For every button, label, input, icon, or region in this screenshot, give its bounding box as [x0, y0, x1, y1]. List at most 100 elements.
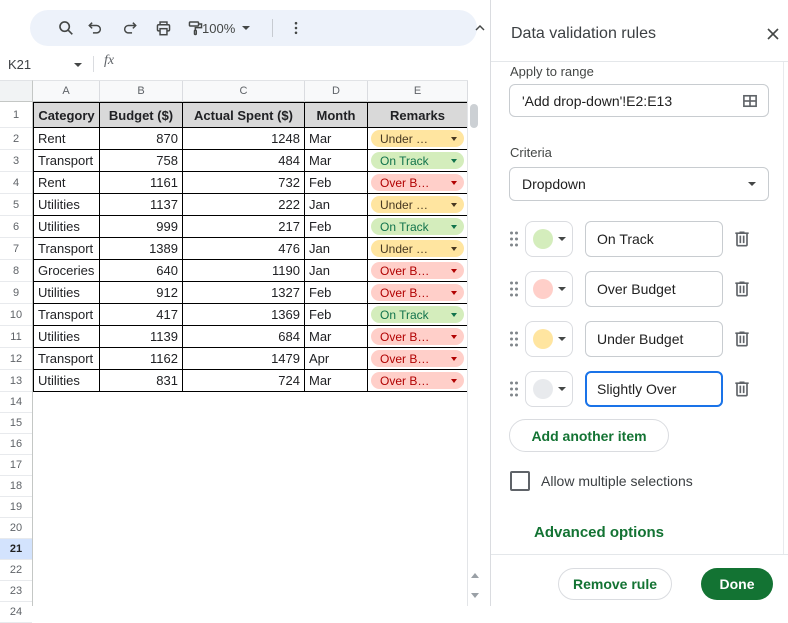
cell-actual-spent[interactable]: 684	[183, 326, 305, 348]
row-header-14[interactable]: 14	[0, 392, 32, 413]
cell-budget[interactable]: 1139	[100, 326, 183, 348]
cell-month[interactable]: Mar	[305, 150, 368, 172]
row-header-2[interactable]: 2	[0, 128, 32, 150]
item-color-picker[interactable]	[525, 321, 573, 357]
header-cell[interactable]: Budget ($)	[100, 102, 183, 128]
collapse-toolbar-icon[interactable]	[470, 18, 490, 38]
column-header-B[interactable]: B	[100, 81, 183, 102]
cell-remarks[interactable]: Over B…	[368, 326, 468, 348]
close-icon[interactable]	[763, 24, 783, 44]
remove-rule-button[interactable]: Remove rule	[558, 568, 672, 600]
cell-actual-spent[interactable]: 1479	[183, 348, 305, 370]
cell-actual-spent[interactable]: 484	[183, 150, 305, 172]
cell-actual-spent[interactable]: 217	[183, 216, 305, 238]
delete-item-icon[interactable]	[732, 279, 752, 299]
cell-month[interactable]: Jan	[305, 260, 368, 282]
header-cell[interactable]: Remarks	[368, 102, 468, 128]
row-header-7[interactable]: 7	[0, 238, 32, 260]
header-cell[interactable]: Actual Spent ($)	[183, 102, 305, 128]
add-another-item-button[interactable]: Add another item	[509, 419, 669, 452]
row-header-6[interactable]: 6	[0, 216, 32, 238]
cell-budget[interactable]: 1161	[100, 172, 183, 194]
row-header-1[interactable]: 1	[0, 102, 32, 128]
row-header-23[interactable]: 23	[0, 581, 32, 602]
column-header-D[interactable]: D	[305, 81, 368, 102]
row-header-9[interactable]: 9	[0, 282, 32, 304]
advanced-options-link[interactable]: Advanced options	[534, 524, 665, 541]
cell-remarks[interactable]: On Track	[368, 304, 468, 326]
criteria-dropdown[interactable]: Dropdown	[509, 167, 769, 201]
cell-category[interactable]: Rent	[33, 172, 100, 194]
cell-budget[interactable]: 1137	[100, 194, 183, 216]
cell-remarks[interactable]: Under …	[368, 128, 468, 150]
dropdown-chip[interactable]: Under …	[371, 130, 464, 147]
allow-multiple-selections-checkbox[interactable]	[510, 471, 530, 491]
row-header-8[interactable]: 8	[0, 260, 32, 282]
cell-remarks[interactable]: Over B…	[368, 282, 468, 304]
row-header-11[interactable]: 11	[0, 326, 32, 348]
item-value-input[interactable]	[585, 221, 723, 257]
cell-actual-spent[interactable]: 724	[183, 370, 305, 392]
search-icon[interactable]	[56, 18, 76, 38]
dropdown-chip[interactable]: On Track	[371, 152, 464, 169]
column-header-A[interactable]: A	[33, 81, 100, 102]
item-value-input[interactable]	[585, 371, 723, 407]
cell-month[interactable]: Feb	[305, 216, 368, 238]
dropdown-chip[interactable]: Over B…	[371, 350, 464, 367]
cell-budget[interactable]: 831	[100, 370, 183, 392]
cell-category[interactable]: Utilities	[33, 326, 100, 348]
scroll-down-icon[interactable]	[470, 591, 479, 600]
dropdown-chip[interactable]: On Track	[371, 218, 464, 235]
cell-actual-spent[interactable]: 1190	[183, 260, 305, 282]
cell-budget[interactable]: 870	[100, 128, 183, 150]
item-value-input[interactable]	[585, 321, 723, 357]
cell-category[interactable]: Groceries	[33, 260, 100, 282]
cell-month[interactable]: Apr	[305, 348, 368, 370]
item-value-input[interactable]	[585, 271, 723, 307]
cell-category[interactable]: Transport	[33, 238, 100, 260]
redo-icon[interactable]	[120, 18, 140, 38]
item-color-picker[interactable]	[525, 371, 573, 407]
cell-category[interactable]: Utilities	[33, 370, 100, 392]
row-header-21[interactable]: 21	[0, 539, 32, 560]
select-data-range-icon[interactable]	[741, 92, 759, 110]
row-header-3[interactable]: 3	[0, 150, 32, 172]
row-header-4[interactable]: 4	[0, 172, 32, 194]
row-header-24[interactable]: 24	[0, 602, 32, 623]
name-box[interactable]: K21	[8, 55, 88, 74]
cell-actual-spent[interactable]: 1327	[183, 282, 305, 304]
cell-remarks[interactable]: Over B…	[368, 260, 468, 282]
more-options-icon[interactable]	[286, 18, 306, 38]
cell-month[interactable]: Mar	[305, 128, 368, 150]
dropdown-chip[interactable]: On Track	[371, 306, 464, 323]
scroll-up-icon[interactable]	[470, 571, 479, 580]
cell-remarks[interactable]: Under …	[368, 194, 468, 216]
cell-month[interactable]: Jan	[305, 238, 368, 260]
header-cell[interactable]: Category	[33, 102, 100, 128]
cell-actual-spent[interactable]: 1248	[183, 128, 305, 150]
cell-remarks[interactable]: Under …	[368, 238, 468, 260]
cell-budget[interactable]: 417	[100, 304, 183, 326]
dropdown-chip[interactable]: Over B…	[371, 284, 464, 301]
dropdown-chip[interactable]: Under …	[371, 196, 464, 213]
cell-remarks[interactable]: Over B…	[368, 172, 468, 194]
cell-budget[interactable]: 999	[100, 216, 183, 238]
cell-actual-spent[interactable]: 732	[183, 172, 305, 194]
cell-budget[interactable]: 912	[100, 282, 183, 304]
select-all-corner[interactable]	[0, 80, 33, 102]
done-button[interactable]: Done	[701, 568, 773, 600]
cell-month[interactable]: Mar	[305, 370, 368, 392]
row-header-13[interactable]: 13	[0, 370, 32, 392]
cell-actual-spent[interactable]: 1369	[183, 304, 305, 326]
range-input[interactable]	[510, 84, 768, 117]
item-color-picker[interactable]	[525, 271, 573, 307]
header-cell[interactable]: Month	[305, 102, 368, 128]
cell-remarks[interactable]: On Track	[368, 150, 468, 172]
zoom-control[interactable]: 100%	[202, 18, 251, 38]
cell-remarks[interactable]: Over B…	[368, 370, 468, 392]
row-header-18[interactable]: 18	[0, 476, 32, 497]
dropdown-chip[interactable]: Under …	[371, 240, 464, 257]
drag-handle-icon[interactable]	[508, 229, 520, 249]
row-header-5[interactable]: 5	[0, 194, 32, 216]
cell-budget[interactable]: 640	[100, 260, 183, 282]
